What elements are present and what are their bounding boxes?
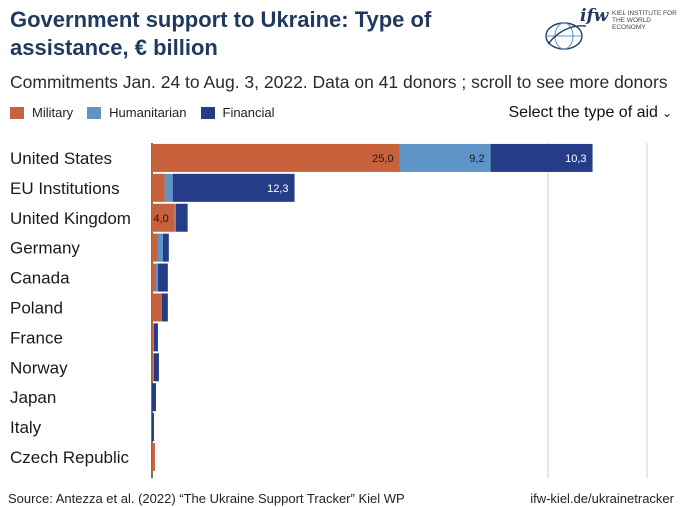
legend-label-military: Military: [32, 105, 74, 120]
bar-financial: [172, 173, 295, 202]
category-label: United States: [10, 149, 112, 168]
chevron-down-icon: ⌄: [661, 106, 672, 120]
legend-item-financial[interactable]: Financial: [200, 105, 275, 120]
bar-financial: [162, 233, 169, 262]
legend-item-military[interactable]: Military: [10, 105, 73, 120]
legend-swatch-financial: [200, 106, 215, 119]
logo-mark: ifw: [580, 6, 609, 26]
category-label: Canada: [10, 269, 70, 288]
bar-humanitarian: [174, 203, 176, 232]
data-label: 4,0: [153, 213, 168, 225]
bar-financial: [157, 263, 168, 292]
bar-humanitarian: [164, 173, 173, 202]
category-label: EU Institutions: [10, 179, 120, 198]
source-link[interactable]: ifw-kiel.de/ukrainetracker: [530, 491, 674, 506]
chart-subtitle: Commitments Jan. 24 to Aug. 3, 2022. Dat…: [10, 72, 668, 92]
bar-financial: [175, 203, 188, 232]
bar-military: [152, 353, 153, 382]
category-label: France: [10, 328, 63, 347]
category-label: Italy: [10, 418, 42, 437]
bar-financial: [490, 143, 593, 172]
category-label: Poland: [10, 298, 63, 317]
bar-humanitarian: [155, 263, 158, 292]
bar-military: [152, 173, 165, 202]
bar-financial: [161, 293, 168, 322]
logo-caption: KIEL INSTITUTE FOR THE WORLD ECONOMY: [612, 10, 677, 31]
category-label: Czech Republic: [10, 448, 130, 467]
bar-financial: [152, 383, 156, 412]
bar-military: [152, 293, 162, 322]
bar-military: [152, 143, 400, 172]
data-label: 9,2: [469, 153, 484, 165]
bar-humanitarian: [157, 233, 163, 262]
bar-military: [152, 442, 155, 471]
category-label: Japan: [10, 388, 56, 407]
data-label: 10,3: [565, 153, 586, 165]
aid-type-select[interactable]: Select the type of aid ⌄: [509, 104, 673, 122]
bar-military: [152, 263, 156, 292]
aid-type-select-label: Select the type of aid: [508, 104, 658, 121]
category-label: Norway: [10, 358, 68, 377]
bar-humanitarian: [152, 323, 154, 352]
bar-humanitarian: [399, 143, 491, 172]
chart-title: Government support to Ukraine: Type of a…: [10, 7, 432, 60]
data-label: 25,0: [372, 153, 393, 165]
bar-military: [152, 203, 175, 232]
legend-label-financial: Financial: [222, 105, 275, 120]
chart-legend: Military Humanitarian Financial: [10, 105, 289, 120]
bar-financial: [153, 323, 158, 352]
legend-swatch-humanitarian: [87, 106, 102, 119]
legend-swatch-military: [10, 106, 24, 119]
data-label: 12,3: [267, 183, 288, 195]
category-label: United Kingdom: [10, 209, 131, 228]
bar-financial: [152, 413, 154, 442]
bar-military: [152, 233, 158, 262]
source-note: Source: Antezza et al. (2022) “The Ukrai…: [8, 491, 405, 506]
bar-military: [152, 323, 153, 352]
bar-chart: United States 25,0 9,2 10,3 EU Institutions 1…: [10, 143, 648, 478]
category-label: Germany: [10, 239, 80, 258]
bar-financial: [153, 353, 159, 382]
legend-label-humanitarian: Humanitarian: [109, 105, 187, 120]
ifw-globe-logo-icon: [545, 22, 587, 50]
legend-item-humanitarian[interactable]: Humanitarian: [87, 105, 187, 120]
bar-humanitarian: [152, 353, 154, 382]
